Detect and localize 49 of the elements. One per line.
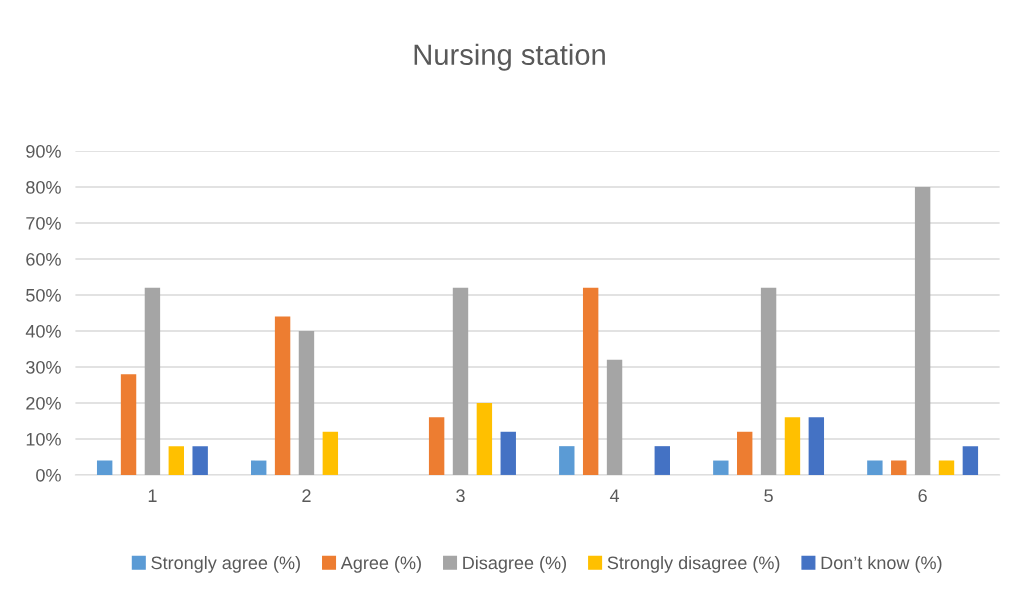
bar xyxy=(168,446,184,475)
legend-label: Agree (%) xyxy=(340,555,421,573)
bar xyxy=(654,446,670,475)
x-tick-label: 4 xyxy=(609,489,620,502)
bar xyxy=(298,330,315,475)
legend-label: Strongly disagree (%) xyxy=(607,555,780,573)
chart-title: Nursing station xyxy=(414,43,605,71)
bar xyxy=(500,431,516,475)
bar xyxy=(251,460,267,475)
bar xyxy=(559,446,575,475)
bar xyxy=(476,402,493,475)
bar xyxy=(144,287,161,475)
bar xyxy=(737,431,753,475)
y-tick-label: 80% xyxy=(26,180,61,194)
x-tick-label: 5 xyxy=(764,489,773,503)
bar xyxy=(938,460,955,475)
x-tick-label: 1 xyxy=(148,489,157,502)
y-tick-label: 10% xyxy=(26,432,61,446)
y-tick-label: 70% xyxy=(26,216,61,230)
y-tick-label: 60% xyxy=(26,252,61,266)
y-tick-label: 50% xyxy=(26,288,61,302)
y-tick-label: 20% xyxy=(26,396,61,410)
bar xyxy=(274,316,291,475)
bar xyxy=(428,417,445,475)
y-tick-label: 30% xyxy=(26,360,61,374)
bar xyxy=(760,287,777,475)
legend-label: Strongly agree (%) xyxy=(151,555,300,573)
x-tick-label: 3 xyxy=(456,489,465,503)
legend-label: Disagree (%) xyxy=(463,555,566,573)
y-tick-label: 0% xyxy=(36,468,61,482)
y-tick-label: 90% xyxy=(26,144,61,158)
bar xyxy=(322,431,339,475)
bar xyxy=(808,417,825,475)
bar xyxy=(867,460,883,475)
y-tick-label: 40% xyxy=(25,324,61,338)
x-tick-label: 6 xyxy=(918,489,927,503)
bar xyxy=(192,446,208,475)
bar xyxy=(914,187,931,475)
bar xyxy=(962,446,979,475)
x-tick-label: 2 xyxy=(302,489,311,502)
bar xyxy=(452,287,469,475)
bar xyxy=(96,460,113,475)
bar xyxy=(784,417,801,475)
bar xyxy=(713,460,729,475)
bar xyxy=(891,460,907,475)
bar xyxy=(120,374,137,475)
legend-label: Don’t know (%) xyxy=(821,555,942,573)
bar xyxy=(582,287,599,475)
bar xyxy=(606,359,623,475)
